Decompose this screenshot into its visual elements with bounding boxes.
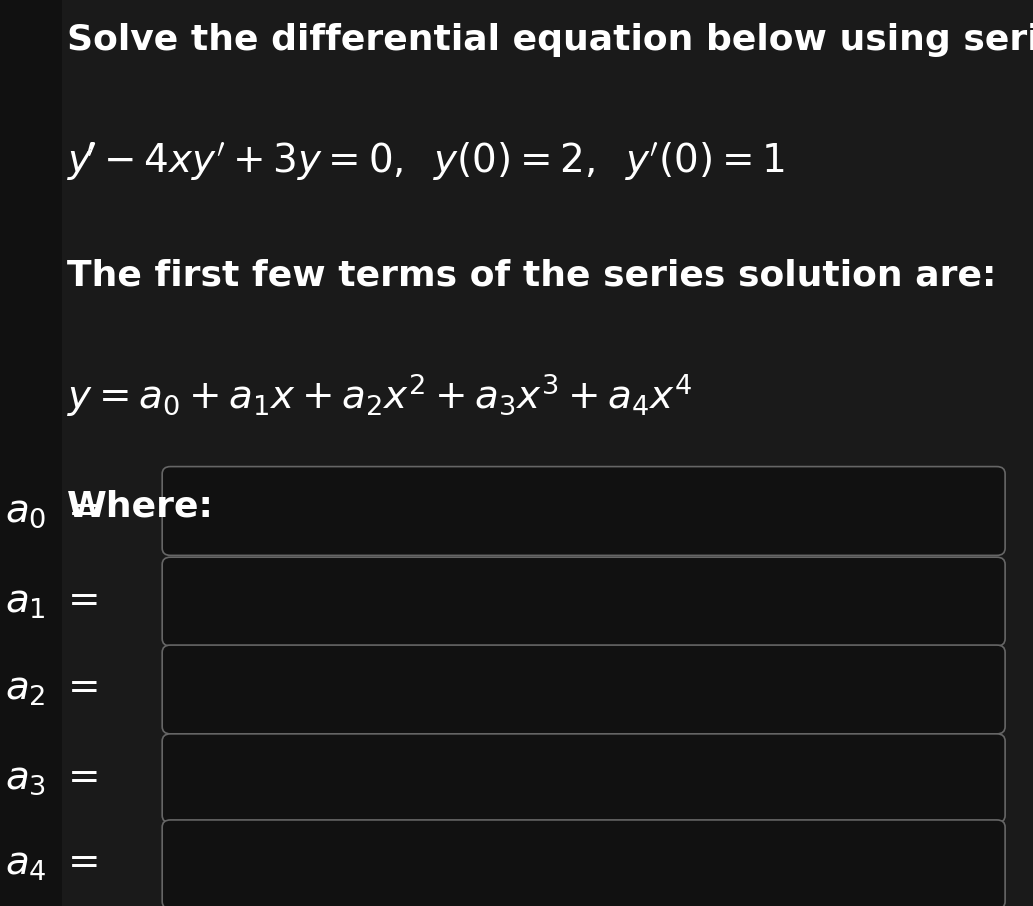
Text: $a_2$ $=$: $a_2$ $=$	[5, 670, 98, 708]
FancyBboxPatch shape	[162, 645, 1005, 734]
Text: $y = a_0 + a_1 x + a_2 x^2 + a_3 x^3 + a_4 x^4$: $y = a_0 + a_1 x + a_2 x^2 + a_3 x^3 + a…	[67, 371, 692, 419]
Text: $a_0$ $=$: $a_0$ $=$	[5, 492, 98, 530]
Text: Where:: Where:	[67, 489, 214, 524]
Text: $y\!' \!' - 4xy' + 3y = 0, \;\; y(0) = 2, \;\; y'(0) = 1$: $y\!' \!' - 4xy' + 3y = 0, \;\; y(0) = 2…	[67, 140, 785, 182]
Text: $a_3$ $=$: $a_3$ $=$	[5, 759, 98, 797]
Text: $a_1$ $=$: $a_1$ $=$	[5, 583, 98, 621]
Text: $a_4$ $=$: $a_4$ $=$	[5, 845, 98, 883]
FancyBboxPatch shape	[0, 0, 62, 906]
FancyBboxPatch shape	[162, 557, 1005, 646]
FancyBboxPatch shape	[162, 467, 1005, 555]
Text: Solve the differential equation below using series methods.: Solve the differential equation below us…	[67, 23, 1033, 57]
FancyBboxPatch shape	[162, 734, 1005, 823]
Text: The first few terms of the series solution are:: The first few terms of the series soluti…	[67, 258, 997, 293]
FancyBboxPatch shape	[162, 820, 1005, 906]
